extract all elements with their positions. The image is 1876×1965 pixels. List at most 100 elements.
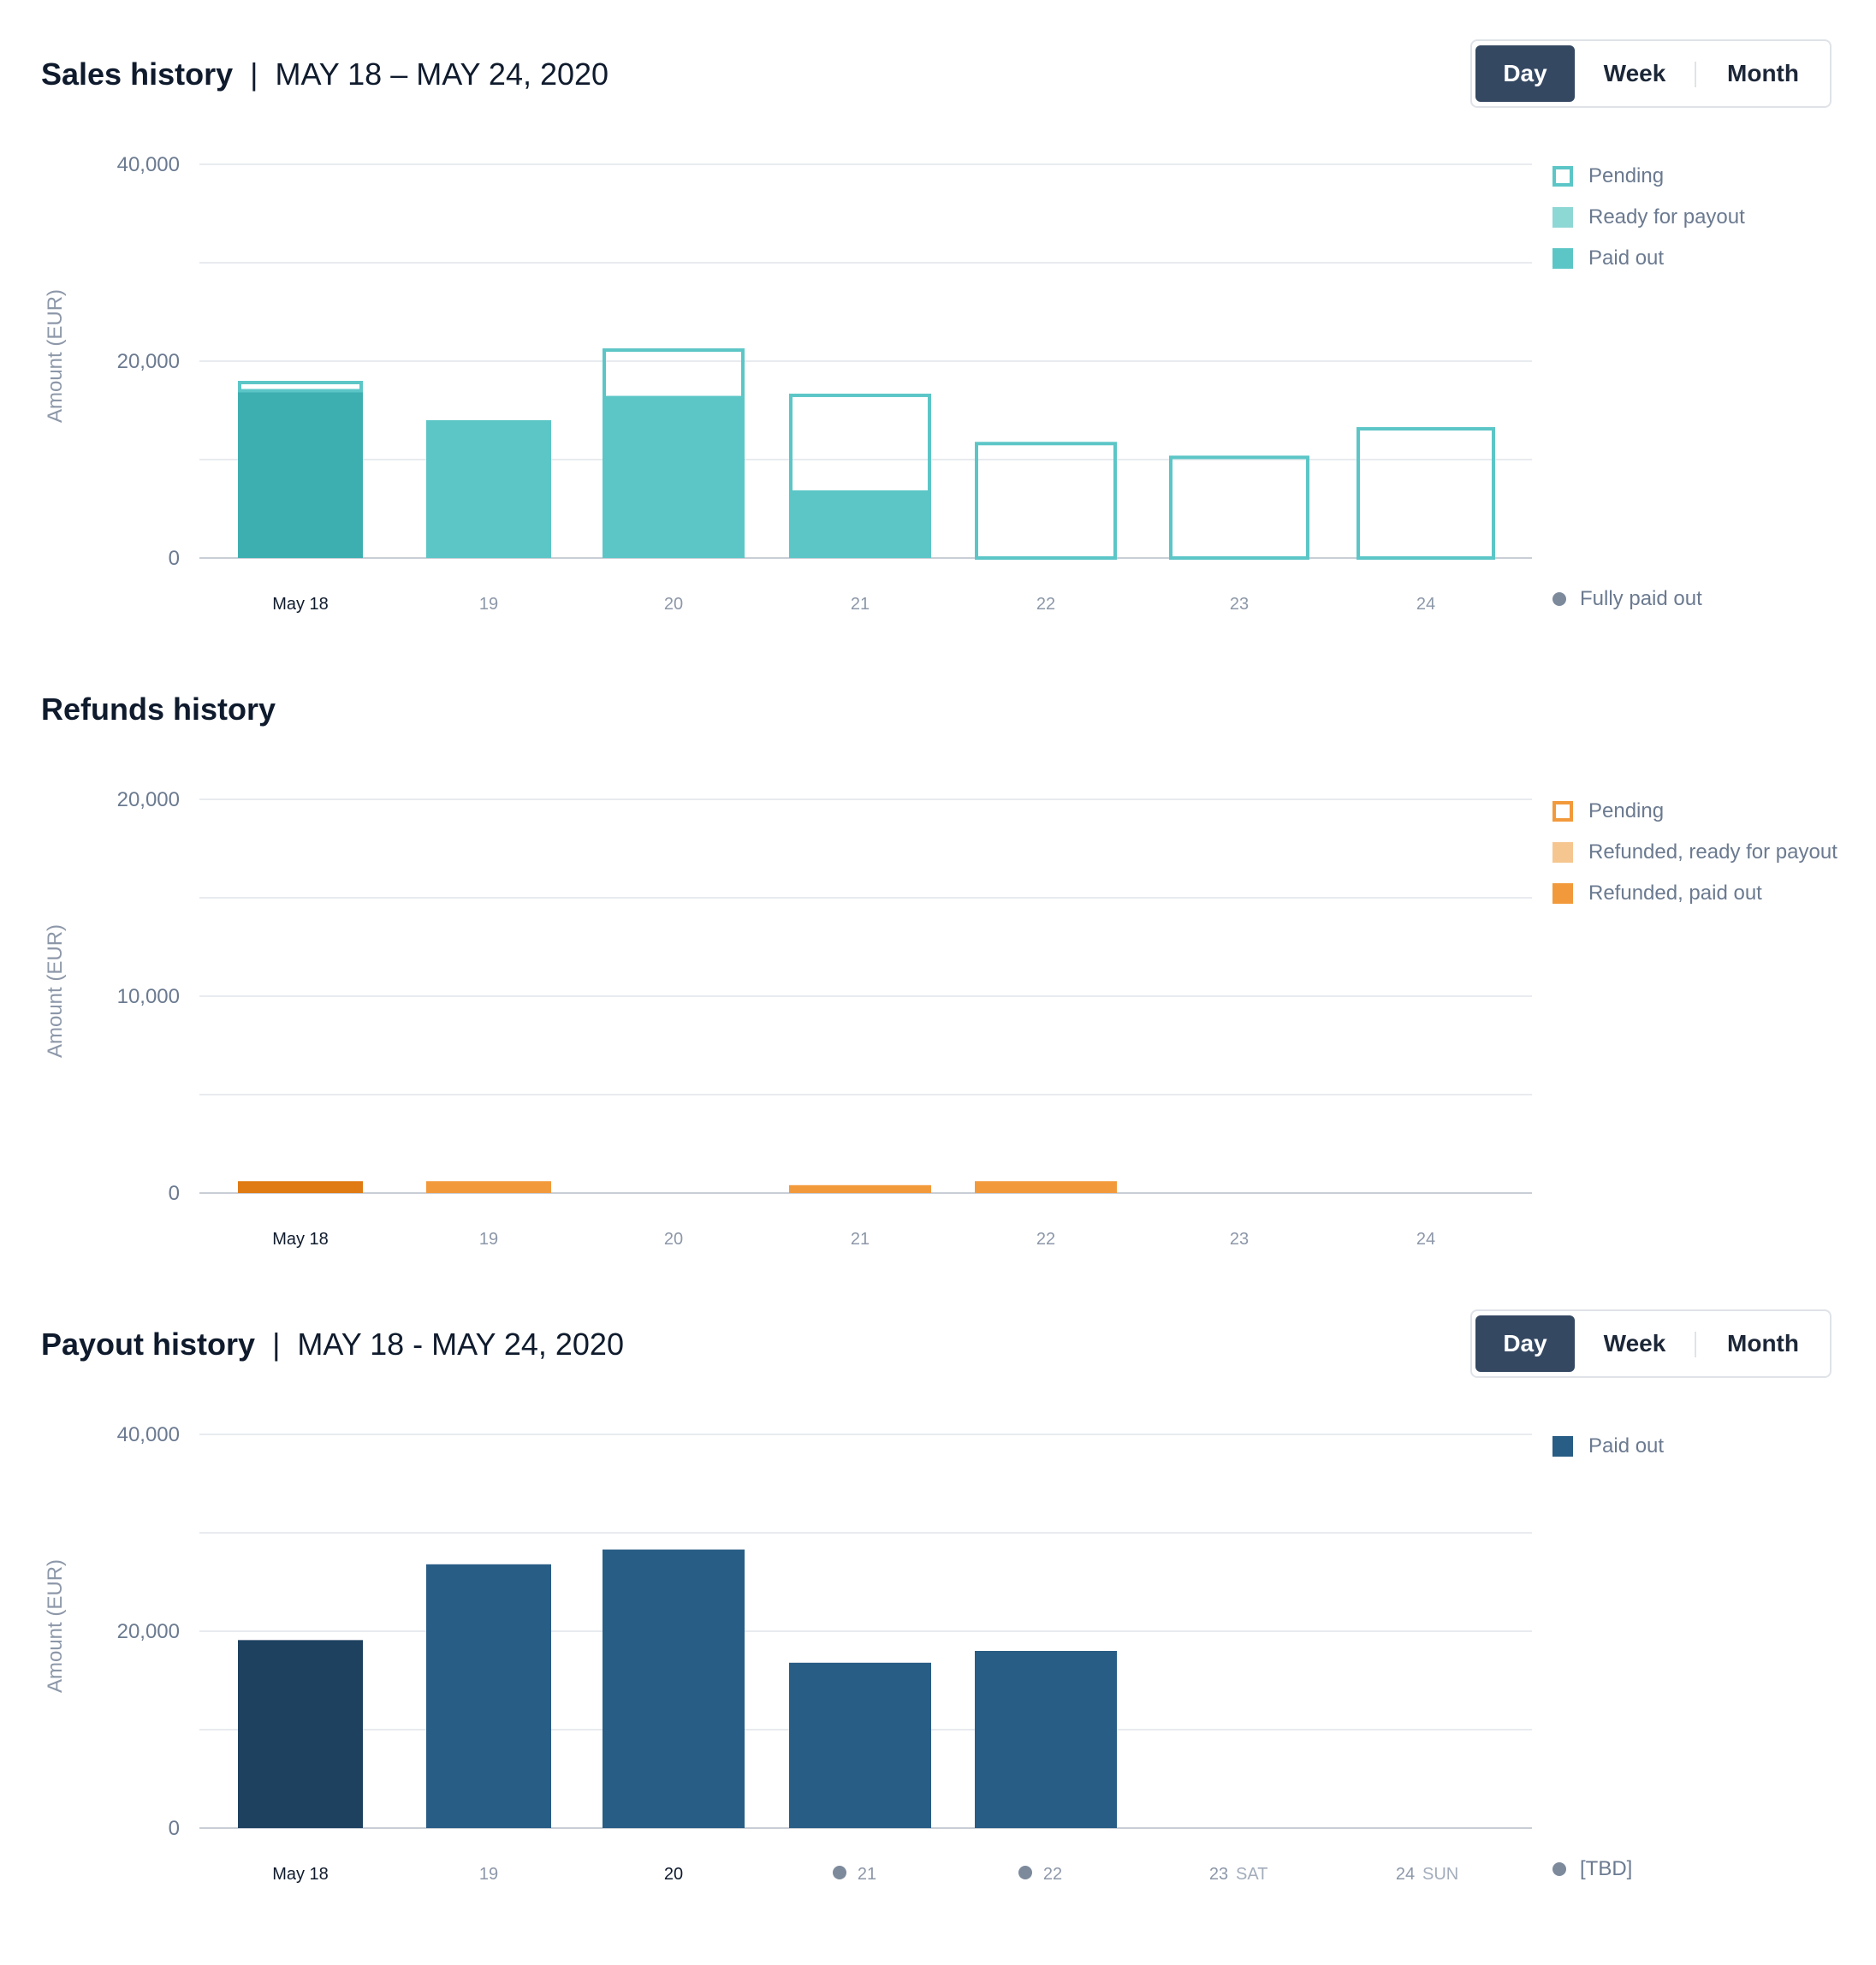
payouts-week-button[interactable]: Week [1603, 1330, 1666, 1357]
x-tick-label: 19 [479, 1865, 498, 1884]
sales-date-range: MAY 18 – MAY 24, 2020 [275, 56, 609, 92]
sales-chart: 0 20,000 40,000 Amount (EUR) May 18 19 20 21 22 2… [44, 153, 1532, 614]
y-tick-label: 40,000 [117, 153, 180, 176]
payouts-date-range: MAY 18 - MAY 24, 2020 [297, 1327, 624, 1362]
x-tick-label: 22 [1043, 1865, 1062, 1884]
bar-paid-out [975, 1651, 1117, 1828]
x-tick-label: 20 [664, 1865, 683, 1884]
sales-legend-pending: Pending [1552, 156, 1745, 197]
sales-toggle-divider [1695, 62, 1696, 87]
sales-legend-ready-swatch [1552, 207, 1573, 228]
payouts-chart: 0 20,000 40,000 Amount (EUR) May 18 19 20 21 22 2… [44, 1423, 1532, 1884]
refunds-legend-ready-swatch [1552, 842, 1573, 863]
x-tick-label: 20 [664, 595, 683, 614]
sales-legend-paid-label: Paid out [1588, 246, 1665, 270]
x-tick-label: 21 [851, 595, 870, 614]
x-tick-weekday-label: SAT [1236, 1865, 1267, 1884]
y-axis-label: Amount (EUR) [44, 289, 67, 423]
bar-paid-out [789, 491, 931, 558]
refunds-legend-pending: Pending [1552, 791, 1837, 832]
y-tick-label: 10,000 [117, 985, 180, 1008]
y-tick-label: 20,000 [117, 788, 180, 811]
payouts-legend-paid: Paid out [1552, 1426, 1664, 1467]
payouts-title-row: Payout history | MAY 18 - MAY 24, 2020 [41, 1323, 624, 1366]
bar-pending [238, 381, 363, 393]
y-axis-label: Amount (EUR) [44, 924, 67, 1058]
x-tick-label: 23 [1230, 595, 1249, 614]
payouts-note-dot-icon [1552, 1862, 1566, 1876]
sales-section: Sales history | MAY 18 – MAY 24, 2020 Da… [0, 0, 1876, 650]
bar-pending [603, 348, 745, 400]
payouts-title-separator: | [272, 1327, 281, 1362]
x-tick-label: 24 [1416, 595, 1435, 614]
bar-paid-out [426, 420, 551, 558]
y-tick-label: 0 [169, 547, 180, 570]
refunds-legend-pending-label: Pending [1588, 799, 1665, 822]
bar-refunded-paid-out [975, 1181, 1117, 1193]
payouts-day-button[interactable]: Day [1475, 1315, 1575, 1372]
x-tick-label: 24 [1396, 1865, 1415, 1884]
sales-title-separator: | [250, 56, 258, 92]
payouts-legend-paid-label: Paid out [1588, 1434, 1665, 1457]
y-axis-label: Amount (EUR) [44, 1559, 67, 1693]
payouts-title: Payout history [41, 1327, 256, 1362]
payouts-tbd-note: [TBD] [1552, 1857, 1632, 1881]
payouts-period-toggle: Day Week Month [1470, 1309, 1831, 1378]
sales-title: Sales history [41, 56, 234, 92]
sales-note-label: Fully paid out [1580, 587, 1702, 610]
payouts-legend-paid-swatch [1552, 1436, 1573, 1457]
refunds-title-row: Refunds history [41, 688, 276, 731]
sales-week-button[interactable]: Week [1603, 60, 1666, 86]
sales-month-button[interactable]: Month [1727, 60, 1799, 86]
payouts-month-button[interactable]: Month [1727, 1330, 1799, 1357]
bar-paid-out [789, 1662, 931, 1828]
bar-paid-out [603, 397, 745, 558]
payouts-legend: Paid out [1552, 1426, 1664, 1467]
sales-legend-pending-swatch [1552, 166, 1573, 187]
sales-legend-pending-label: Pending [1588, 164, 1665, 187]
x-tick-label: 24 [1416, 1230, 1435, 1249]
sales-legend-ready-label: Ready for payout [1588, 205, 1745, 229]
bar-paid-out [426, 1564, 551, 1828]
y-tick-label: 20,000 [117, 1620, 180, 1643]
x-tick-label: 19 [479, 1230, 498, 1249]
bar-paid-out [603, 1549, 745, 1828]
sales-legend-paid: Paid out [1552, 238, 1745, 279]
x-tick-label: 23 [1209, 1865, 1228, 1884]
sales-legend-paid-swatch [1552, 248, 1573, 269]
sales-title-row: Sales history | MAY 18 – MAY 24, 2020 [41, 53, 609, 96]
x-tick-label: 23 [1230, 1230, 1249, 1249]
refunds-section: Refunds history 0 10,000 20,000 Amount (EUR… [0, 635, 1876, 1285]
refunds-legend-paid-swatch [1552, 883, 1573, 904]
refunds-chart: 0 10,000 20,000 Amount (EUR) May 18 19 20 21 22 2… [44, 788, 1532, 1249]
refunds-legend-paid: Refunded, paid out [1552, 873, 1837, 914]
bar-paid-out [238, 1640, 363, 1828]
x-tick-weekday-label: SUN [1422, 1865, 1458, 1884]
sales-fully-paid-note: Fully paid out [1552, 587, 1702, 611]
sales-note-dot-icon [1552, 592, 1566, 606]
x-tick-label: May 18 [272, 1230, 329, 1249]
x-tick-label: 22 [1036, 595, 1055, 614]
refunds-legend-pending-swatch [1552, 801, 1573, 822]
sales-legend-ready: Ready for payout [1552, 197, 1745, 238]
sales-period-toggle: Day Week Month [1470, 39, 1831, 108]
x-tick-label: 19 [479, 595, 498, 614]
tbd-marker-dot-icon [833, 1866, 846, 1879]
x-tick-label: 21 [858, 1865, 876, 1884]
x-tick-label: 22 [1036, 1230, 1055, 1249]
y-tick-label: 20,000 [117, 350, 180, 373]
refunds-legend-paid-label: Refunded, paid out [1588, 882, 1762, 905]
bar-paid-out [238, 390, 363, 558]
refunds-title: Refunds history [41, 692, 276, 727]
y-tick-label: 0 [169, 1182, 180, 1205]
x-tick-label: 20 [664, 1230, 683, 1249]
bar-pending [975, 442, 1117, 560]
sales-day-button[interactable]: Day [1475, 45, 1575, 102]
x-tick-label: 21 [851, 1230, 870, 1249]
bar-refunded-paid-out [426, 1181, 551, 1193]
bar-pending [1357, 427, 1495, 560]
tbd-marker-dot-icon [1018, 1866, 1032, 1879]
refunds-legend: Pending Refunded, ready for payout Refun… [1552, 791, 1837, 914]
bar-pending [1169, 455, 1309, 561]
payouts-toggle-divider [1695, 1332, 1696, 1357]
